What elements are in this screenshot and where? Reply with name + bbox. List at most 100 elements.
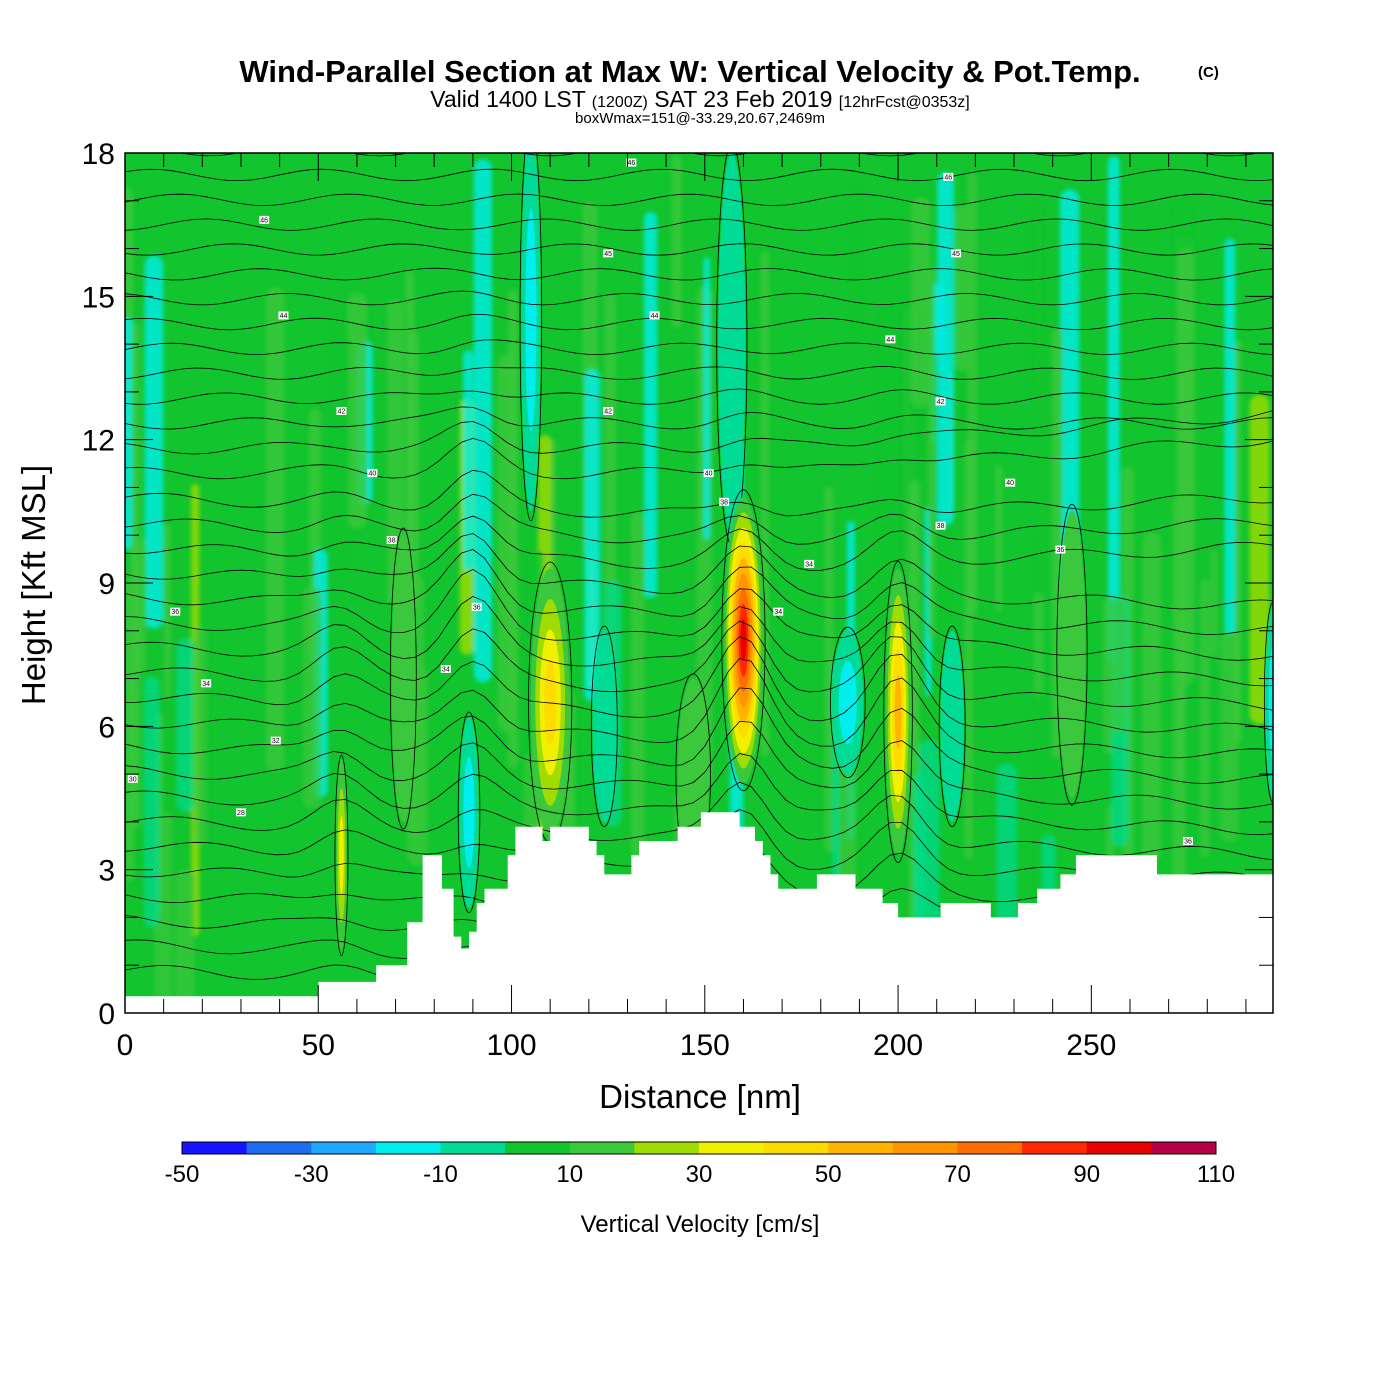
theta-label: 38 [936,522,946,531]
y-tick-label: 3 [98,855,115,888]
velocity-streak [672,156,682,328]
velocity-band [593,631,616,822]
downdraft-cell [591,626,617,827]
theta-label-text: 36 [473,604,481,611]
velocity-band [525,209,536,432]
theta-label: 40 [704,469,714,478]
theta-label: 44 [885,335,895,344]
chart-figure: Wind-Parallel Section at Max W: Vertical… [0,0,1400,1400]
colorbar-swatch [505,1142,570,1154]
theta-label: 36 [170,608,180,617]
colorbar-swatch [1151,1142,1216,1154]
updraft-cell [335,755,348,956]
colorbar-tick-label: 10 [556,1161,583,1188]
theta-label: 42 [936,397,946,406]
theta-label: 34 [201,679,211,688]
y-tick-label: 15 [82,281,115,314]
velocity-streak [1108,156,1120,664]
colorbar-tick-label: 30 [686,1161,713,1188]
chart-subtitle: Valid 1400 LST (1200Z) SAT 23 Feb 2019 [… [430,86,970,112]
velocity-streak [1210,550,1217,656]
theta-label-text: 40 [368,471,376,478]
colorbar-swatch [311,1142,376,1154]
colorbar-swatch [570,1142,635,1154]
downdraft-cell [939,626,965,827]
colorbar-swatch [958,1142,1023,1154]
velocity-band [839,661,857,745]
colorbar-tick-label: 50 [815,1161,842,1188]
velocity-streak [194,627,207,846]
y-tick-label: 6 [98,711,115,744]
y-tick-label: 12 [82,425,115,458]
theta-label-text: 28 [237,810,245,817]
downdraft-cell [520,120,542,521]
y-tick-label: 18 [82,138,115,171]
plot-area: 46 46 46 45 45 44 44 44 42 42 42 40 40 40 38 38 38 36 34 36… [117,120,1282,1125]
colorbar-swatch [1087,1142,1152,1154]
velocity-streak [1200,579,1210,857]
theta-label: 44 [650,311,660,320]
colorbar-tick-label: 70 [944,1161,971,1188]
theta-label-text: 36 [1184,839,1192,846]
velocity-streak [1220,632,1239,843]
theta-label-text: 34 [805,561,813,568]
theta-label: 45 [603,249,613,257]
theta-label: 38 [387,536,397,545]
x-tick-label: 50 [302,1029,335,1062]
theta-label: 40 [1005,479,1015,488]
colorbar-label: Vertical Velocity [cm/s] [581,1211,820,1238]
velocity-streak [144,677,160,928]
velocity-streak [1111,598,1126,733]
theta-label: 46 [259,216,269,225]
theta-label: 34 [804,560,814,569]
theta-label-text: 44 [280,313,288,320]
theta-label-text: 34 [774,609,782,616]
chart-title: Wind-Parallel Section at Max W: Vertical… [239,54,1140,89]
theta-label-text: 40 [705,471,713,478]
x-tick-label: 150 [680,1029,730,1062]
velocity-streak [1179,582,1185,776]
colorbar-tick-label: 110 [1197,1161,1235,1188]
theta-label-text: 34 [202,681,210,688]
velocity-streak [937,172,954,525]
downdraft-cell [458,712,480,913]
theta-label-text: 46 [627,160,635,167]
velocity-streak [997,763,1018,935]
x-tick-label: 200 [873,1029,923,1062]
colorbar-swatch [376,1142,441,1154]
theta-label-text: 46 [260,217,268,224]
velocity-streak [852,186,861,337]
theta-label: 30 [128,775,138,784]
velocity-streak [130,537,146,672]
theta-label-text: 44 [651,313,659,320]
theta-label: 38 [719,498,729,507]
colorbar-swatch [441,1142,506,1154]
velocity-streak [928,268,935,640]
velocity-streak [145,255,164,628]
downdraft-cell [717,143,747,544]
chart-annotation: boxWmax=151@-33.29,20.67,2469m [575,110,825,127]
theta-label-text: 42 [937,399,945,406]
velocity-streak [911,197,930,406]
y-axis-label: Height [Kft MSL] [15,465,52,705]
colorbar-swatch [182,1142,247,1154]
theta-label-text: 42 [604,409,612,416]
x-tick-label: 0 [117,1029,134,1062]
colorbar-swatch [634,1142,699,1154]
updraft-cell [884,562,913,863]
theta-label-text: 36 [1057,547,1065,554]
velocity-streak [1034,592,1044,696]
colorbar-swatch [828,1142,893,1154]
colorbar-tick-label: -50 [165,1161,200,1188]
theta-label: 46 [943,173,953,182]
velocity-streak [1034,206,1041,392]
velocity-band [895,675,902,749]
theta-label-text: 40 [1006,480,1014,487]
colorbar-swatch [699,1142,764,1154]
x-axis-label: Distance [nm] [599,1078,801,1115]
velocity-band [741,619,747,662]
velocity-band [339,816,344,895]
theta-label: 42 [603,407,613,416]
colorbar-swatch [247,1142,312,1154]
y-tick-label: 9 [98,568,115,601]
